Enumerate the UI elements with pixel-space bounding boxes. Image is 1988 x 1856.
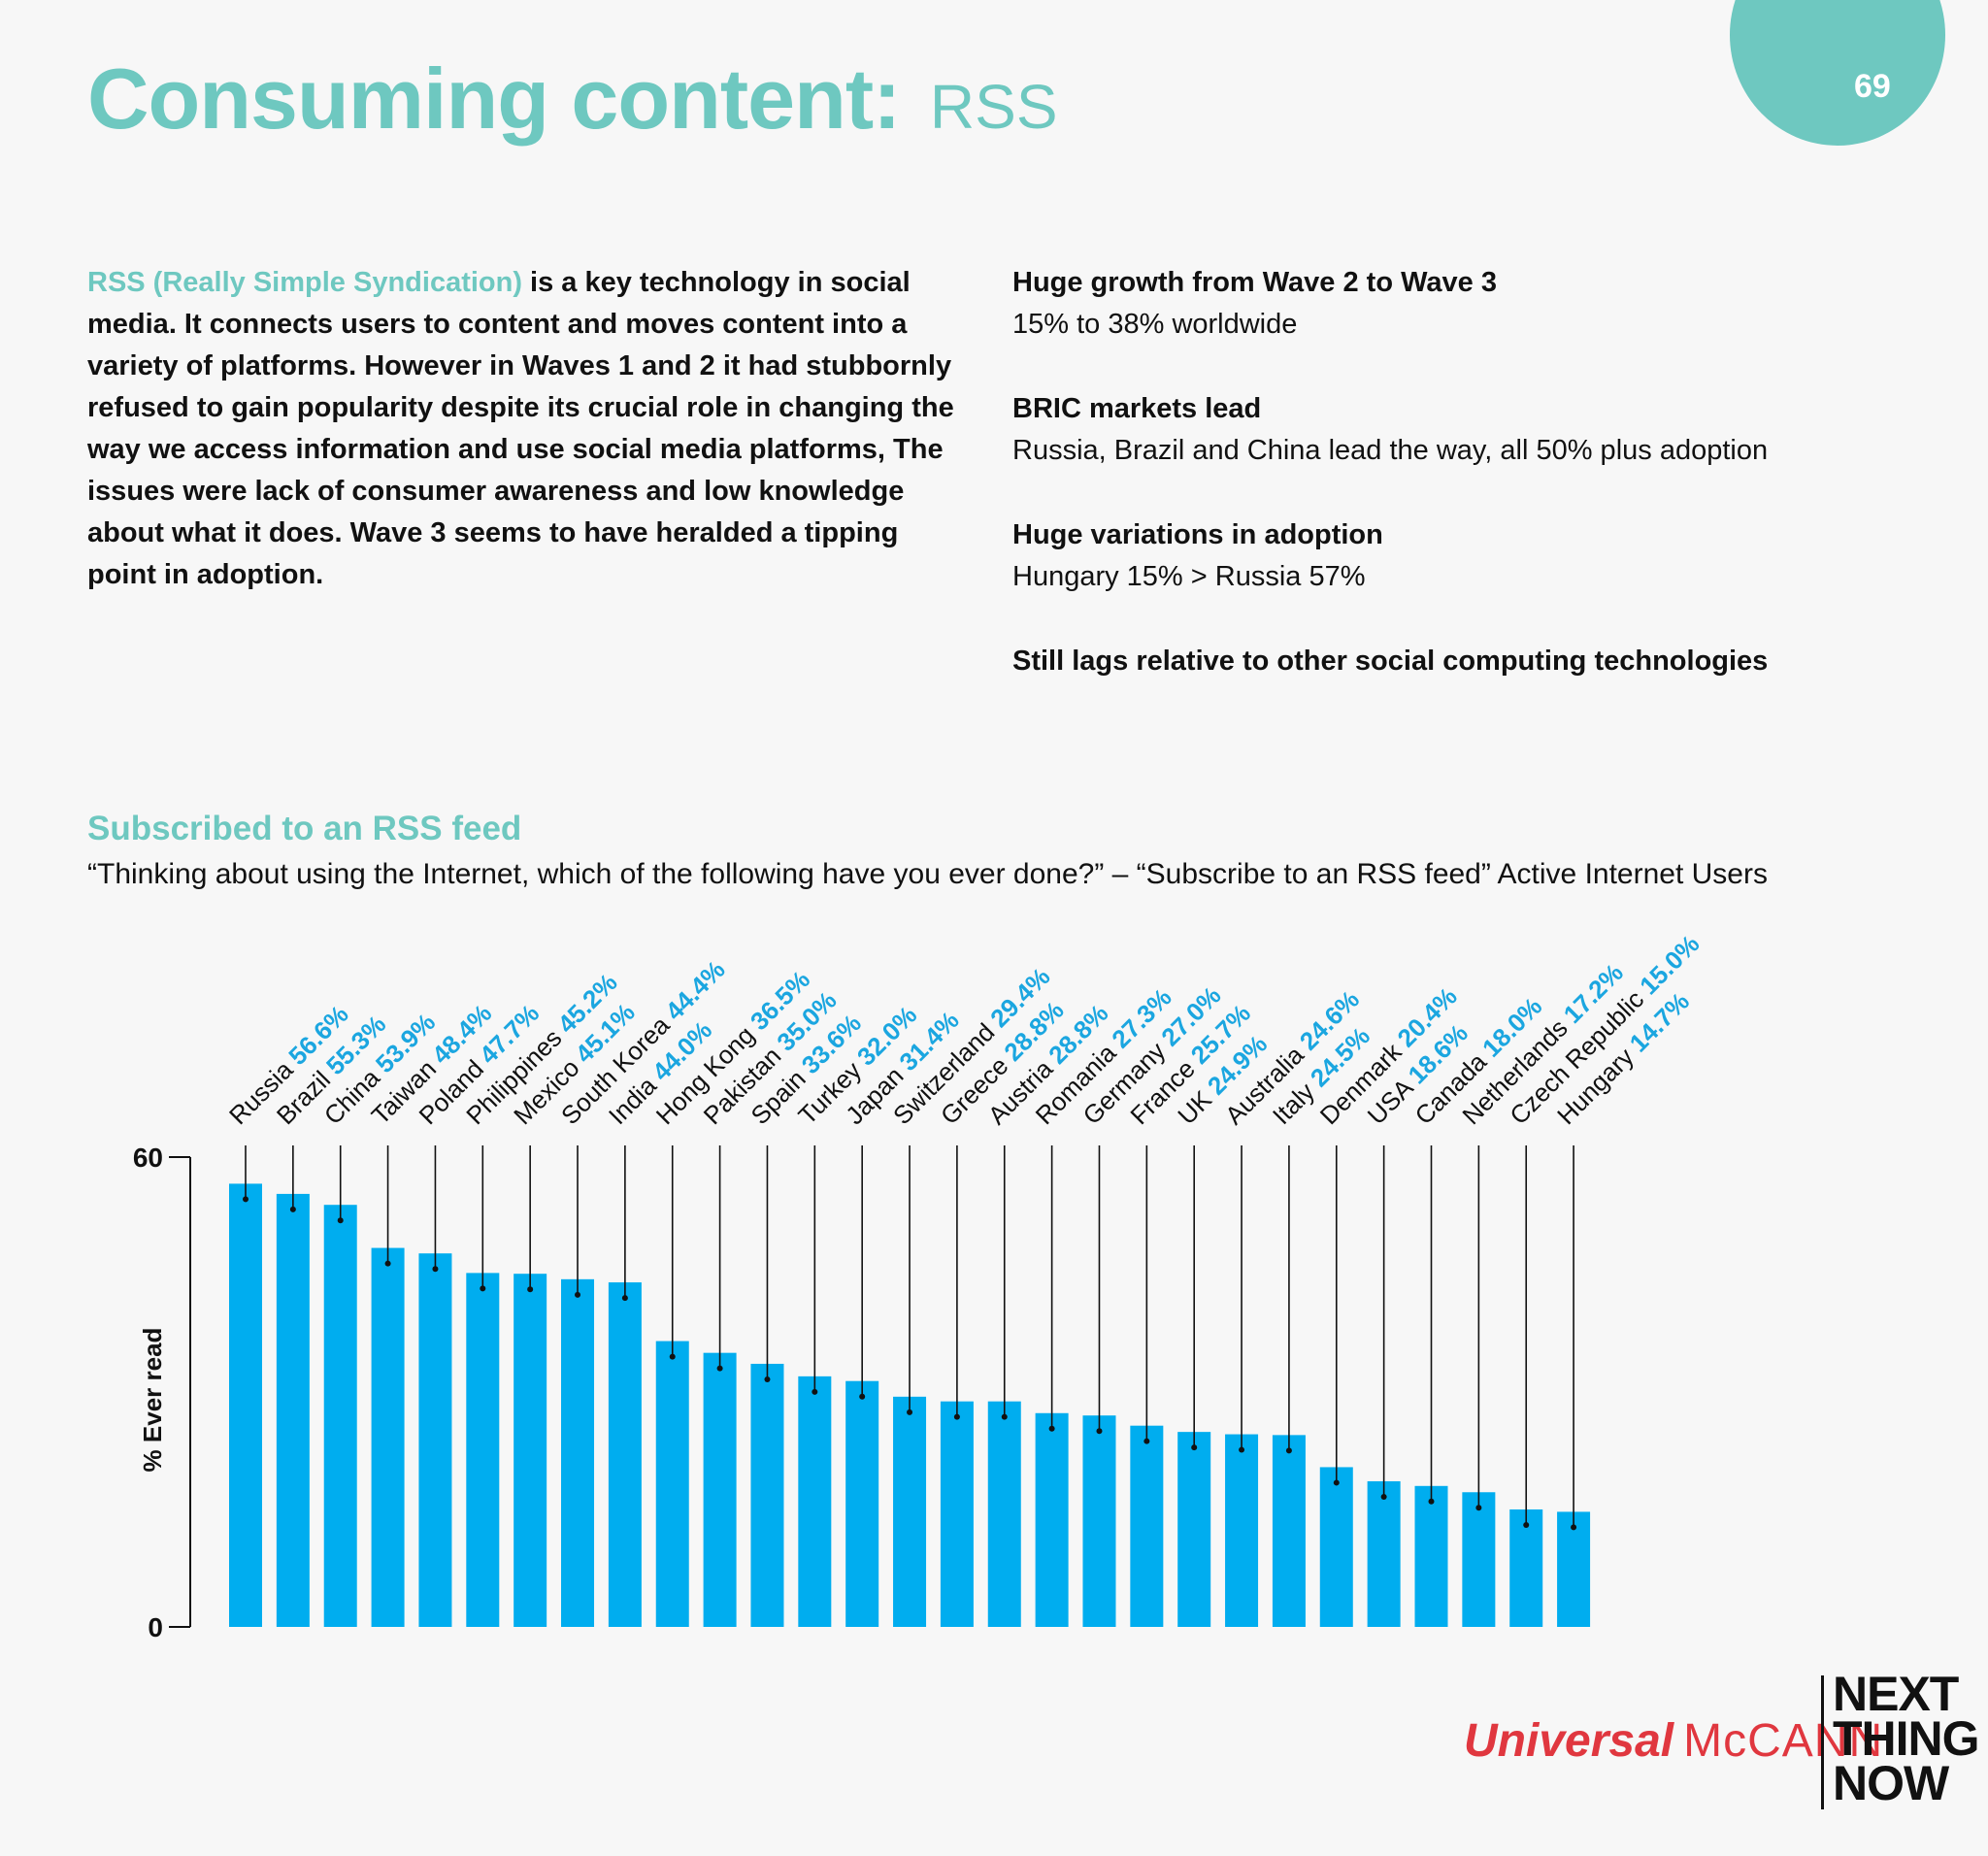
logo-divider bbox=[1821, 1675, 1824, 1809]
bar bbox=[987, 1401, 1021, 1627]
intro-paragraph: RSS (Really Simple Syndication) is a key… bbox=[87, 262, 961, 596]
leader-dot bbox=[337, 1217, 344, 1224]
chart-title: Subscribed to an RSS feed bbox=[87, 810, 522, 847]
bar bbox=[514, 1274, 547, 1627]
page-title-sub: RSS bbox=[929, 72, 1058, 142]
bar bbox=[1035, 1412, 1069, 1627]
leader-dot bbox=[1333, 1479, 1340, 1486]
bar bbox=[940, 1401, 974, 1627]
value-label: 44.4% bbox=[659, 955, 730, 1026]
key-point-body: Russia, Brazil and China lead the way, a… bbox=[1012, 435, 1769, 466]
bar bbox=[466, 1273, 500, 1627]
key-point-body: Hungary 15% > Russia 57% bbox=[1012, 561, 1366, 592]
y-tick-label: 0 bbox=[148, 1612, 163, 1642]
bar bbox=[1509, 1509, 1543, 1627]
leader-dot bbox=[1285, 1447, 1292, 1454]
key-point-heading: Huge growth from Wave 2 to Wave 3 bbox=[1012, 267, 1497, 298]
leader-dot bbox=[812, 1388, 818, 1395]
leader-dot bbox=[289, 1206, 296, 1212]
page-number: 69 bbox=[1854, 68, 1891, 105]
leader-dot bbox=[859, 1393, 866, 1400]
logo-line: NEXT bbox=[1833, 1667, 1959, 1721]
logo-universal: Universal bbox=[1464, 1715, 1674, 1767]
leader-dot bbox=[384, 1260, 391, 1267]
bar bbox=[893, 1396, 927, 1627]
key-point-heading: Still lags relative to other social comp… bbox=[1012, 646, 1769, 677]
leader-dot bbox=[480, 1285, 486, 1292]
bar bbox=[845, 1380, 879, 1627]
bar bbox=[750, 1363, 784, 1627]
key-point-heading: BRIC markets lead bbox=[1012, 393, 1262, 424]
bar bbox=[703, 1352, 737, 1627]
bar bbox=[323, 1205, 357, 1627]
key-point-body: 15% to 38% worldwide bbox=[1012, 309, 1298, 340]
intro-text: is a key technology in social media. It … bbox=[87, 267, 954, 590]
bar bbox=[1319, 1467, 1353, 1627]
bar bbox=[798, 1375, 832, 1627]
bar bbox=[608, 1282, 642, 1627]
leader-dot bbox=[907, 1409, 913, 1415]
intro-highlight: RSS (Really Simple Syndication) bbox=[87, 267, 522, 298]
leader-dot bbox=[1143, 1438, 1150, 1444]
bar-label: Czech Republic 15.0% bbox=[1504, 929, 1705, 1130]
next-thing-now-logo: NEXT THING NOW bbox=[1833, 1667, 1980, 1810]
leader-dot bbox=[953, 1413, 960, 1420]
bar bbox=[1414, 1485, 1448, 1627]
key-point: Huge variations in adoption Hungary 15% … bbox=[1012, 514, 1925, 598]
key-point: BRIC markets lead Russia, Brazil and Chi… bbox=[1012, 388, 1925, 472]
bar bbox=[1177, 1432, 1211, 1627]
bar bbox=[1272, 1435, 1306, 1627]
leader-dot bbox=[527, 1286, 534, 1293]
value-label: 15.0% bbox=[1634, 929, 1705, 1000]
leader-dot bbox=[1096, 1428, 1103, 1435]
leader-dot bbox=[1001, 1413, 1008, 1420]
universal-mccann-logo: Universal McCANN bbox=[1464, 1714, 1883, 1768]
leader-dot bbox=[1048, 1425, 1055, 1432]
bar bbox=[1130, 1425, 1164, 1627]
leader-dot bbox=[575, 1291, 581, 1298]
leader-dot bbox=[1428, 1498, 1435, 1505]
leader-dot bbox=[1523, 1522, 1530, 1528]
leader-dot bbox=[764, 1375, 771, 1382]
bar bbox=[1462, 1492, 1496, 1627]
leader-dot bbox=[1571, 1524, 1577, 1531]
bar bbox=[655, 1341, 689, 1627]
bar bbox=[561, 1278, 595, 1627]
leader-dot bbox=[716, 1365, 723, 1372]
key-points: Huge growth from Wave 2 to Wave 3 15% to… bbox=[1012, 262, 1925, 725]
leader-dot bbox=[669, 1353, 676, 1360]
y-tick-label: 60 bbox=[133, 1143, 163, 1173]
logo-mccann: McCANN bbox=[1683, 1715, 1884, 1767]
key-point: Huge growth from Wave 2 to Wave 3 15% to… bbox=[1012, 262, 1925, 346]
leader-dot bbox=[1191, 1444, 1198, 1451]
key-point: Still lags relative to other social comp… bbox=[1012, 641, 1925, 682]
logo-line: NOW bbox=[1833, 1756, 1949, 1810]
leader-dot bbox=[1475, 1505, 1482, 1511]
page-title: Consuming content: RSS bbox=[87, 56, 1058, 142]
key-point-heading: Huge variations in adoption bbox=[1012, 519, 1383, 550]
leader-dot bbox=[432, 1266, 439, 1273]
bar bbox=[1225, 1434, 1259, 1627]
bar bbox=[1367, 1480, 1401, 1627]
bar bbox=[276, 1193, 310, 1627]
logo-line: THING bbox=[1833, 1711, 1980, 1766]
bar bbox=[1557, 1511, 1591, 1627]
page-title-main: Consuming content: bbox=[87, 50, 901, 147]
bar bbox=[1082, 1415, 1116, 1627]
leader-dot bbox=[1239, 1446, 1245, 1453]
bar bbox=[229, 1183, 262, 1627]
bar bbox=[418, 1253, 452, 1627]
leader-dot bbox=[1380, 1493, 1387, 1500]
chart-subtitle: “Thinking about using the Internet, whic… bbox=[87, 858, 1768, 890]
y-axis-label: % Ever read bbox=[138, 1328, 167, 1473]
bar bbox=[371, 1247, 405, 1627]
leader-dot bbox=[621, 1295, 628, 1302]
leader-dot bbox=[243, 1196, 248, 1203]
